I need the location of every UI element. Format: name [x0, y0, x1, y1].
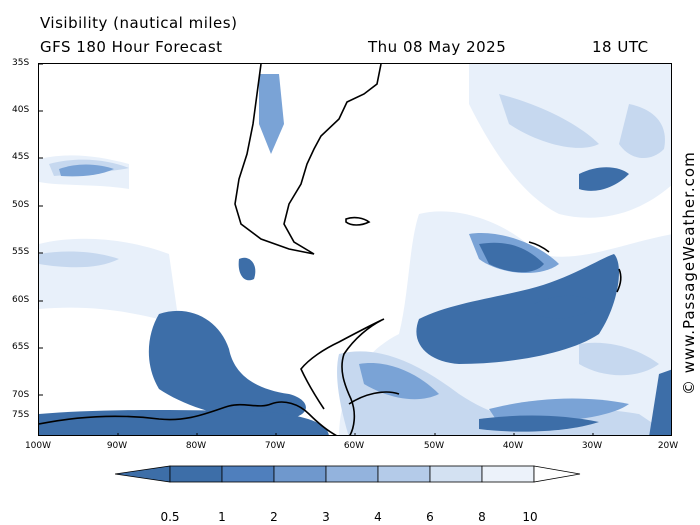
colorbar-bin-3 [273, 465, 327, 483]
lat-label-60s: 60S [12, 295, 30, 305]
colorbar-bin-6 [429, 465, 483, 483]
lat-label-65s: 65S [12, 342, 30, 352]
colorbar-left-arrow [115, 465, 171, 483]
weddell-coast [348, 391, 400, 405]
website-credit: © www.PassageWeather.com [680, 151, 698, 395]
antarctic-peninsula-coast [300, 318, 385, 435]
lon-label-70w: 70W [264, 441, 286, 451]
colorbar-bin-5 [377, 465, 431, 483]
visibility-colorbar [115, 465, 581, 483]
colorbar-label-0-5: 0.5 [160, 510, 180, 524]
colorbar-label-3: 3 [322, 510, 330, 524]
antarctica-coast [39, 401, 337, 435]
colorbar-bin-4 [325, 465, 379, 483]
lat-label-55s: 55S [12, 247, 30, 257]
colorbar-right-arrow [533, 465, 581, 483]
colorbar-label-10: 10 [522, 510, 538, 524]
south-sandwich-islands [616, 268, 622, 293]
falklands-coast [345, 216, 371, 226]
colorbar-label-4: 4 [374, 510, 382, 524]
colorbar-label-8: 8 [478, 510, 486, 524]
lat-label-40s: 40S [12, 105, 30, 115]
lat-label-50s: 50S [12, 200, 30, 210]
lon-label-100w: 100W [24, 441, 52, 451]
south-georgia-coast [528, 241, 550, 253]
lat-label-75s: 75S [12, 410, 30, 420]
lat-label-70s: 70S [12, 390, 30, 400]
map-variable-title: Visibility (nautical miles) [40, 14, 238, 32]
lat-label-45s: 45S [12, 152, 30, 162]
axis-ticks [39, 64, 594, 435]
colorbar-bin-1 [169, 465, 223, 483]
lat-label-35s: 35S [12, 58, 30, 68]
colorbar-label-6: 6 [426, 510, 434, 524]
visibility-map [39, 64, 671, 435]
colorbar-label-2: 2 [270, 510, 278, 524]
south-america-coast [234, 64, 382, 255]
lon-label-60w: 60W [343, 441, 365, 451]
colorbar-label-1: 1 [218, 510, 226, 524]
colorbar-bin-2 [221, 465, 275, 483]
lon-label-80w: 80W [185, 441, 207, 451]
lon-label-40w: 40W [502, 441, 524, 451]
lon-label-30w: 30W [581, 441, 603, 451]
lon-label-20w: 20W [657, 441, 679, 451]
forecast-date: Thu 08 May 2025 [368, 38, 507, 56]
lon-label-50w: 50W [423, 441, 445, 451]
map-panel [38, 63, 672, 436]
coastlines [39, 64, 622, 435]
forecast-time: 18 UTC [592, 38, 649, 56]
lon-label-90w: 90W [106, 441, 128, 451]
forecast-model-label: GFS 180 Hour Forecast [40, 38, 223, 56]
colorbar-bin-7 [481, 465, 535, 483]
dense-visibility-areas [39, 167, 671, 435]
